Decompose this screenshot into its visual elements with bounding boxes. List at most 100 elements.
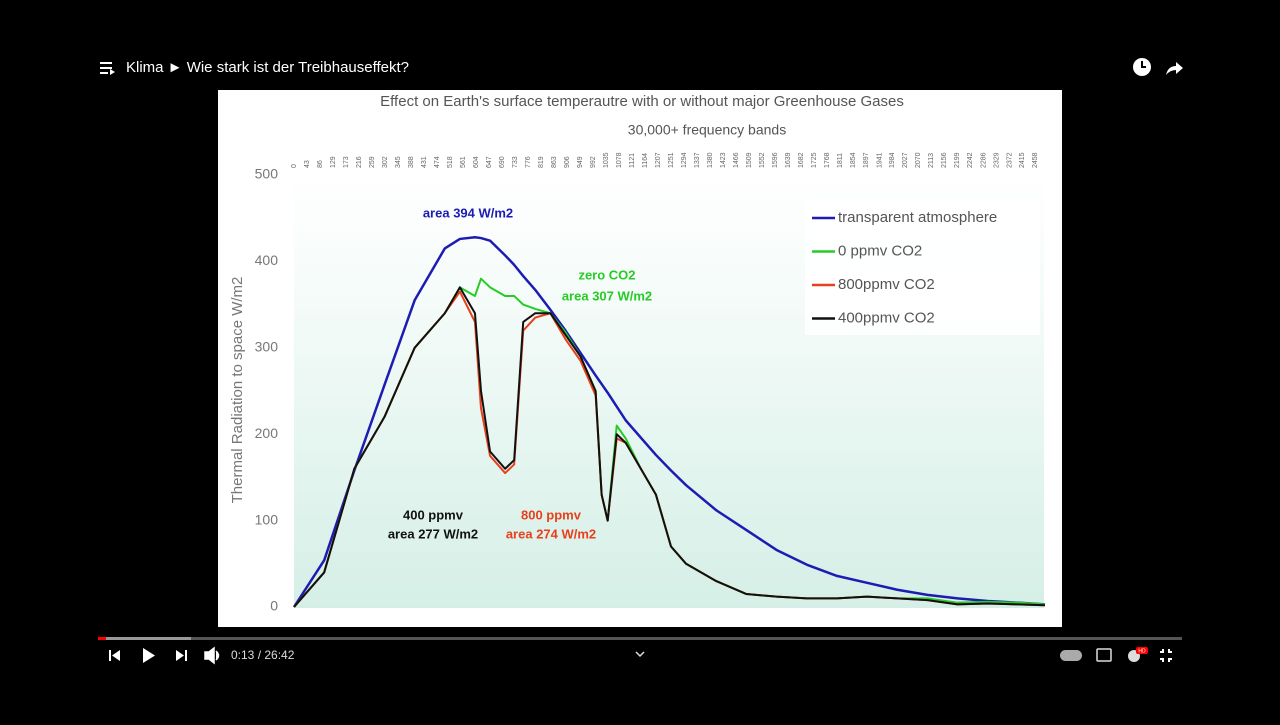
annotation: area 307 W/m2 xyxy=(562,288,652,303)
legend-label: transparent atmosphere xyxy=(838,209,997,226)
x-tick-label: 1509 xyxy=(746,152,753,168)
x-tick-label: 1423 xyxy=(720,152,727,168)
x-tick-label: 1466 xyxy=(733,152,740,168)
x-tick-label: 302 xyxy=(382,156,389,168)
x-tick-label: 1380 xyxy=(707,152,714,168)
x-tick-label: 604 xyxy=(473,156,480,168)
x-tick-label: 388 xyxy=(408,156,415,168)
x-tick-label: 2329 xyxy=(993,152,1000,168)
watch-later-icon[interactable] xyxy=(1133,58,1151,76)
annotation: area 394 W/m2 xyxy=(423,205,513,220)
annotation: area 274 W/m2 xyxy=(506,526,596,541)
x-tick-label: 129 xyxy=(330,156,337,168)
x-tick-label: 1811 xyxy=(837,153,844,168)
legend xyxy=(805,200,1040,335)
volume-button[interactable] xyxy=(204,646,220,665)
play-button[interactable] xyxy=(143,648,155,663)
x-tick-label: 1078 xyxy=(616,152,623,168)
x-tick-label: 2286 xyxy=(980,152,987,168)
hd-badge-text: HD xyxy=(1138,648,1146,654)
x-tick-label: 2113 xyxy=(928,153,935,168)
x-tick-label: 345 xyxy=(395,156,402,168)
video-title[interactable]: Klima ► Wie stark ist der Treibhauseffek… xyxy=(126,59,409,76)
x-tick-label: 2242 xyxy=(967,152,974,168)
y-axis-label: Thermal Radiation to space W/m2 xyxy=(229,277,246,504)
x-tick-label: 2070 xyxy=(915,152,922,168)
x-tick-label: 776 xyxy=(525,156,532,168)
time-display: 0:13 / 26:42 xyxy=(231,648,295,662)
legend-label: 0 ppmv CO2 xyxy=(838,242,922,259)
plot: 0 100 200 300 400 500 0 43 86 129 173 216 259 302 345 3… xyxy=(255,152,1046,614)
x-tick-label: 1164 xyxy=(642,153,649,168)
progress-played xyxy=(98,637,106,640)
x-tick-label: 2027 xyxy=(902,152,909,168)
x-tick-label: 906 xyxy=(564,156,571,168)
y-tick-label: 0 xyxy=(270,598,278,614)
progress-track[interactable] xyxy=(98,637,1182,640)
y-tick-label: 400 xyxy=(255,252,279,268)
progress-buffer xyxy=(98,637,191,640)
x-tick-label: 1984 xyxy=(889,152,896,168)
y-tick-label: 100 xyxy=(255,511,279,527)
x-tick-label: 863 xyxy=(551,156,558,168)
exit-fullscreen-button[interactable] xyxy=(1160,649,1172,662)
x-tick-label: 1682 xyxy=(798,152,805,168)
x-tick-label: 1596 xyxy=(772,152,779,168)
x-tick-label: 43 xyxy=(304,160,311,168)
legend-label: 400ppmv CO2 xyxy=(838,309,935,326)
x-tick-label: 949 xyxy=(577,156,584,168)
x-tick-label: 474 xyxy=(434,156,441,168)
x-tick-label: 431 xyxy=(421,156,428,168)
x-tick-label: 561 xyxy=(460,156,467,168)
x-tick-label: 0 xyxy=(291,164,298,168)
chapters-toggle[interactable] xyxy=(635,651,645,658)
x-tick-label: 1639 xyxy=(785,152,792,168)
x-tick-label: 992 xyxy=(590,156,597,168)
hd-badge xyxy=(1136,647,1148,654)
x-tick-label: 1941 xyxy=(876,152,883,168)
next-button[interactable] xyxy=(176,650,187,661)
annotation: 800 ppmv xyxy=(521,507,582,522)
x-tick-label: 1294 xyxy=(681,152,688,168)
x-tick-label: 733 xyxy=(512,156,519,168)
x-tick-label: 2415 xyxy=(1019,152,1026,168)
x-tick-label: 173 xyxy=(343,156,350,168)
previous-button[interactable] xyxy=(109,650,120,661)
chart-title: Effect on Earth's surface temperautre wi… xyxy=(380,93,904,110)
annotation: 400 ppmv xyxy=(403,507,464,522)
x-tick-label: 1552 xyxy=(759,152,766,168)
annotation: zero CO2 xyxy=(578,267,635,282)
autoplay-toggle[interactable] xyxy=(1060,650,1082,661)
annotation: area 277 W/m2 xyxy=(388,526,478,541)
x-tick-label: 690 xyxy=(499,156,506,168)
x-tick-label: 1897 xyxy=(863,152,870,168)
x-tick-label: 216 xyxy=(356,156,363,168)
x-tick-label: 518 xyxy=(447,156,454,168)
y-tick-label: 200 xyxy=(255,425,279,441)
x-tick-label: 1035 xyxy=(603,152,610,168)
x-tick-label: 2372 xyxy=(1006,152,1013,168)
y-tick-label: 500 xyxy=(255,166,279,182)
x-tick-label: 2458 xyxy=(1032,152,1039,168)
x-tick-label: 1121 xyxy=(629,153,636,168)
series-line xyxy=(293,286,1046,608)
x-tick-label: 2156 xyxy=(941,152,948,168)
playlist-icon[interactable] xyxy=(100,62,115,75)
x-tick-label: 1854 xyxy=(850,152,857,168)
subtitles-button[interactable] xyxy=(1096,648,1112,662)
chart-subtitle: 30,000+ frequency bands xyxy=(628,122,786,138)
x-tick-label: 1768 xyxy=(824,152,831,168)
legend-label: 800ppmv CO2 xyxy=(838,276,935,293)
series-line xyxy=(292,235,1046,608)
x-tick-label: 647 xyxy=(486,156,493,168)
x-tick-label: 819 xyxy=(538,156,545,168)
x-tick-label: 1337 xyxy=(694,152,701,168)
x-tick-label: 86 xyxy=(317,160,324,168)
x-tick-label: 2199 xyxy=(954,152,961,168)
x-tick-label: 1725 xyxy=(811,152,818,168)
share-icon[interactable] xyxy=(1166,62,1183,75)
x-tick-label: 1207 xyxy=(655,152,662,168)
x-tick-label: 1251 xyxy=(668,152,675,168)
